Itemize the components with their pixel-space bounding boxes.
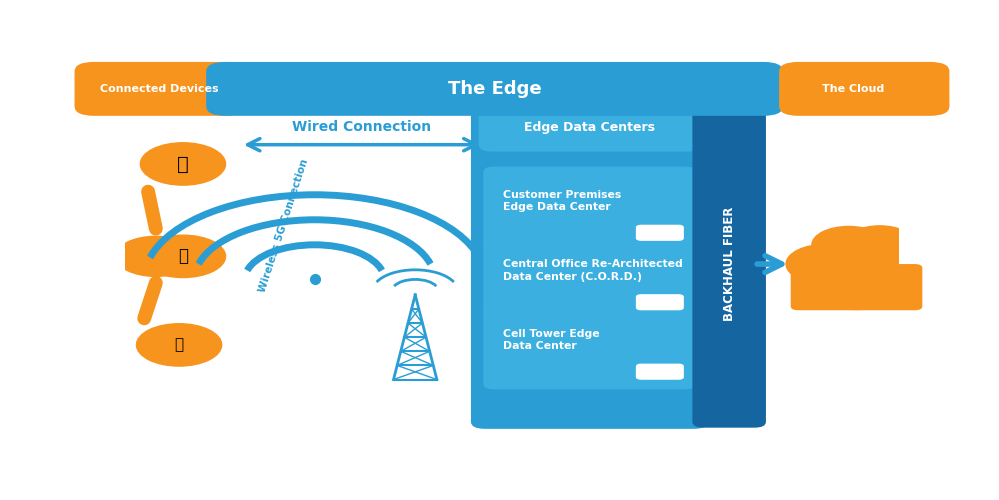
FancyBboxPatch shape xyxy=(471,100,708,429)
FancyBboxPatch shape xyxy=(479,103,700,152)
FancyBboxPatch shape xyxy=(692,100,766,427)
Circle shape xyxy=(137,324,222,366)
FancyBboxPatch shape xyxy=(636,364,684,380)
Text: Connected Devices: Connected Devices xyxy=(101,84,219,94)
Circle shape xyxy=(804,257,909,310)
Text: Cell Tower Edge
Data Center: Cell Tower Edge Data Center xyxy=(503,329,600,351)
Text: 💳: 💳 xyxy=(178,248,188,266)
Circle shape xyxy=(786,244,865,284)
Circle shape xyxy=(848,244,927,284)
FancyBboxPatch shape xyxy=(636,224,684,241)
Text: Central Office Re-Architected
Data Center (C.O.R.D.): Central Office Re-Architected Data Cente… xyxy=(503,260,683,282)
Circle shape xyxy=(140,143,226,185)
FancyBboxPatch shape xyxy=(779,62,949,116)
FancyBboxPatch shape xyxy=(75,62,245,116)
FancyBboxPatch shape xyxy=(484,236,695,320)
Text: The Cloud: The Cloud xyxy=(821,84,884,94)
FancyBboxPatch shape xyxy=(484,306,695,390)
FancyBboxPatch shape xyxy=(791,264,922,310)
Text: Wired Connection: Wired Connection xyxy=(293,120,432,134)
Circle shape xyxy=(812,226,886,263)
Circle shape xyxy=(140,235,226,278)
FancyBboxPatch shape xyxy=(636,294,684,310)
Text: The Edge: The Edge xyxy=(448,80,541,98)
Circle shape xyxy=(845,226,914,260)
Text: 📱: 📱 xyxy=(177,154,189,174)
FancyBboxPatch shape xyxy=(206,62,783,116)
Text: BACKHAUL FIBER: BACKHAUL FIBER xyxy=(722,207,735,321)
Text: Customer Premises
Edge Data Center: Customer Premises Edge Data Center xyxy=(503,190,621,212)
Circle shape xyxy=(116,236,196,277)
FancyBboxPatch shape xyxy=(484,166,695,250)
Text: 📷: 📷 xyxy=(175,338,184,352)
Text: Wireless 5G Connection: Wireless 5G Connection xyxy=(258,158,310,294)
Text: Edge Data Centers: Edge Data Centers xyxy=(523,121,655,134)
